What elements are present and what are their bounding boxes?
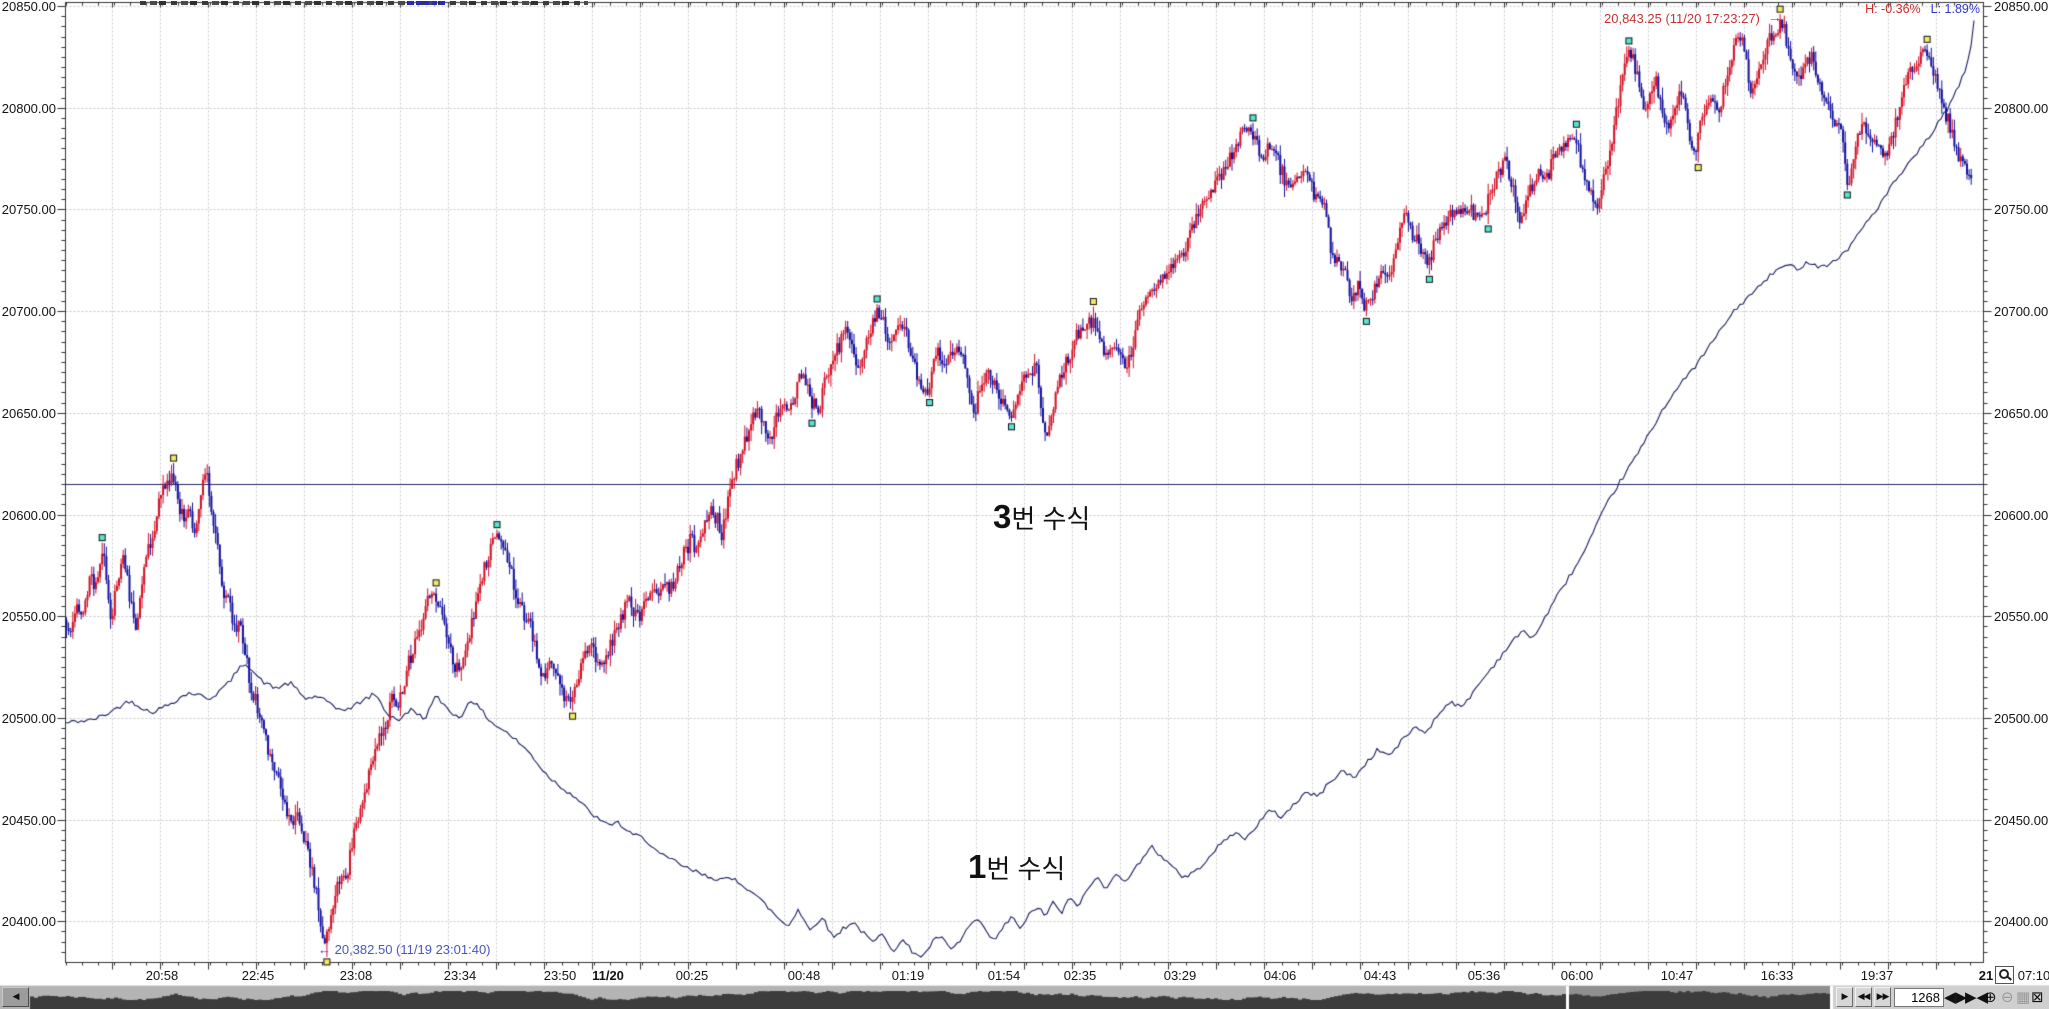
magnifier-handle-icon	[2006, 975, 2012, 981]
magnifier-icon	[1999, 969, 2009, 979]
time-zoom-button[interactable]	[1995, 966, 2014, 984]
bar-count-input[interactable]	[1894, 988, 1944, 1007]
